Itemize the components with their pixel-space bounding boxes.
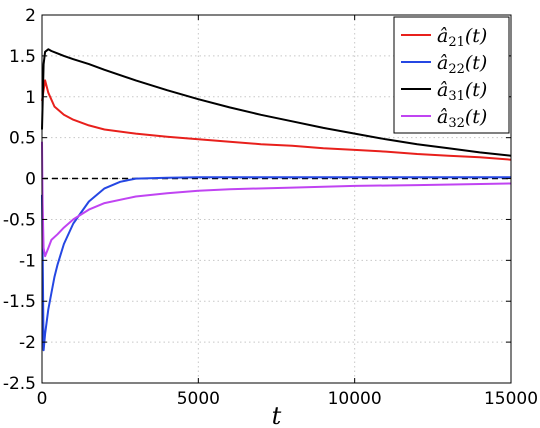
x-axis-label: t xyxy=(272,402,282,428)
plot-area-frame xyxy=(41,14,512,384)
x-tick-label: 0 xyxy=(37,389,48,409)
legend-entry-21: â21(t) xyxy=(437,25,487,50)
y-tick-label: 2 xyxy=(25,6,36,26)
y-tick-label: 1.5 xyxy=(9,47,36,67)
y-tick-label: -1.5 xyxy=(3,292,36,312)
x-tick-label: 10000 xyxy=(328,389,382,409)
legend-box xyxy=(393,16,510,134)
series-line-31 xyxy=(41,48,512,157)
series-lines xyxy=(41,48,512,352)
legend-entry-31: â31(t) xyxy=(437,79,487,104)
x-tick-labels: 0 5000 10000 15000 xyxy=(37,389,538,409)
y-tick-label: -0.5 xyxy=(3,210,36,230)
series-line-22 xyxy=(41,176,511,352)
legend-entry-22: â22(t) xyxy=(437,52,487,77)
y-tick-labels: -2.5 -2 -1.5 -1 -0.5 0 0.5 1 1.5 2 xyxy=(3,6,36,394)
y-tick-label: 1 xyxy=(25,88,36,108)
legend-entry-32: â32(t) xyxy=(437,106,487,131)
y-tick-label: 0 xyxy=(25,170,36,190)
series-line-32 xyxy=(41,141,512,258)
y-tick-label: 0.5 xyxy=(9,129,36,149)
y-tick-label: -2.5 xyxy=(3,374,36,394)
legend: â21(t)â22(t)â31(t)â32(t) xyxy=(393,16,510,134)
x-tick-label: 15000 xyxy=(484,389,538,409)
x-tick-label: 5000 xyxy=(177,389,220,409)
series-line-21 xyxy=(41,79,512,161)
y-tick-label: -1 xyxy=(19,251,36,271)
y-tick-label: -2 xyxy=(19,333,36,353)
